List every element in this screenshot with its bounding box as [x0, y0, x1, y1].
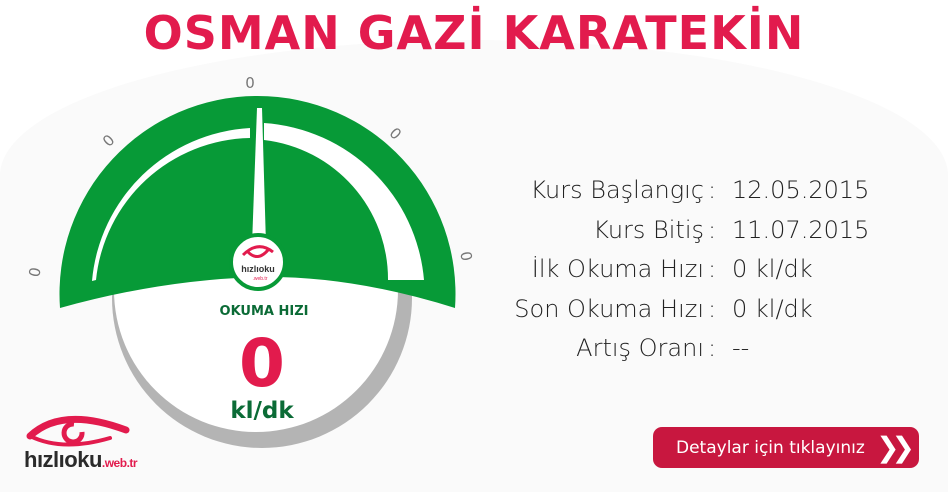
- course-info: Kurs Başlangıç:12.05.2015 Kurs Bitiş:11.…: [440, 176, 920, 374]
- gauge-label: OKUMA HIZI: [220, 304, 309, 319]
- separator: :: [707, 215, 717, 244]
- info-row-last-speed: Son Okuma Hızı:0 kl/dk: [440, 295, 920, 335]
- info-value: --: [732, 334, 750, 362]
- scale-label: 0: [25, 266, 44, 279]
- brand-suffix: .web.tr: [101, 456, 138, 470]
- info-label: Kurs Bitiş: [593, 215, 704, 244]
- speed-gauge: hızlıoku .web.tr 0 0 0 0 0 OKUMA HIZI 0 …: [25, 74, 476, 448]
- gauge-logo-sub: .web.tr: [252, 276, 267, 282]
- scale-label: 0: [456, 250, 475, 263]
- info-label: İlk Okuma Hızı: [531, 255, 704, 283]
- gauge-logo-text: hızlıoku: [241, 264, 275, 274]
- info-row-increase: Artış Oranı: --: [440, 334, 920, 374]
- gauge-logo-badge: [229, 233, 287, 291]
- details-button-label: Detaylar için tıklayınız: [676, 437, 865, 458]
- page-title: OSMAN GAZİ KARATEKİN: [143, 6, 805, 60]
- separator: :: [707, 255, 717, 283]
- info-value: 12.05.2015: [732, 176, 870, 204]
- gauge-track-left: [92, 128, 250, 281]
- info-label: Artış Oranı: [576, 334, 704, 362]
- brand-logo-eye-icon: [26, 415, 130, 447]
- info-row-first-speed: İlk Okuma Hızı:0 kl/dk: [440, 255, 920, 295]
- info-value: 0 kl/dk: [732, 294, 813, 323]
- eye-icon: [241, 245, 274, 258]
- gauge-track-right: [264, 123, 424, 280]
- info-row-start: Kurs Başlangıç:12.05.2015: [440, 176, 920, 216]
- info-value: 0 kl/dk: [732, 255, 813, 283]
- info-row-end: Kurs Bitiş:11.07.2015: [440, 216, 920, 256]
- separator: :: [707, 176, 717, 204]
- scale-label: 0: [386, 124, 405, 143]
- separator: :: [707, 334, 717, 362]
- brand-name: hızlıoku: [24, 447, 102, 472]
- gauge-unit: kl/dk: [230, 398, 294, 424]
- double-chevron-right-icon: ❯❯: [876, 431, 915, 464]
- scale-label: 0: [245, 74, 255, 92]
- gauge-needle: [252, 108, 266, 245]
- scale-label: 0: [99, 131, 118, 150]
- info-label: Son Okuma Hızı: [514, 294, 704, 323]
- brand-logo: hızlıoku.web.tr: [24, 447, 138, 473]
- info-value: 11.07.2015: [732, 215, 870, 244]
- info-label: Kurs Başlangıç: [530, 176, 704, 204]
- separator: :: [707, 294, 717, 323]
- details-button[interactable]: Detaylar için tıklayınız ❯❯: [653, 427, 919, 468]
- gauge-value: 0: [239, 325, 285, 402]
